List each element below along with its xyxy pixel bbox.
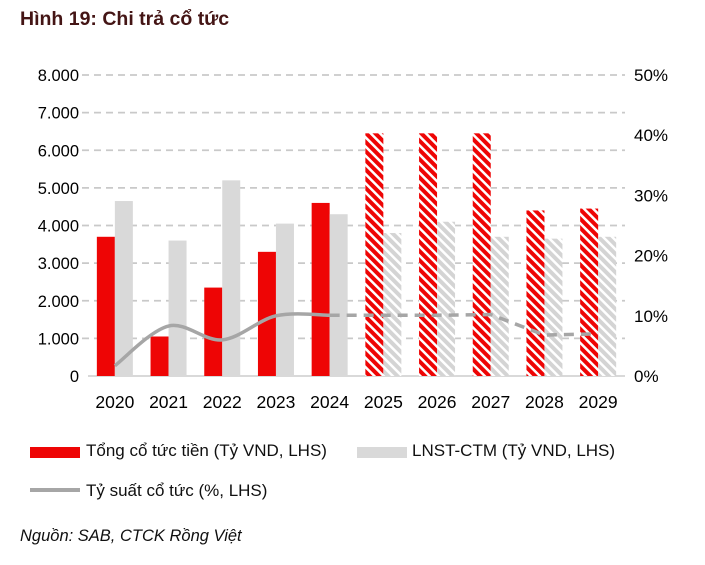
dividend-yield-line xyxy=(113,312,599,368)
lnst-ctm-bar-2024 xyxy=(329,214,348,376)
lnst-ctm-bar-2021 xyxy=(168,240,187,376)
left-axis-tick: 2.000 xyxy=(38,293,79,311)
cash-dividend-bar-2020 xyxy=(96,236,115,376)
cash-dividend-bar-2026 xyxy=(419,133,438,376)
bars xyxy=(96,133,617,376)
legend-label-lnst-ctm: LNST-CTM (Tỷ VND, LHS) xyxy=(412,441,616,460)
left-axis-tick: 6.000 xyxy=(38,142,79,160)
lnst-ctm-bar-2026 xyxy=(437,221,456,376)
right-axis-tick: 40% xyxy=(634,126,668,145)
x-axis-label: 2026 xyxy=(418,392,457,412)
legend-swatch-dividend-yield-line xyxy=(30,488,80,492)
cash-dividend-bar-2029 xyxy=(580,208,599,376)
lnst-ctm-bar-2028 xyxy=(544,238,563,376)
x-axis-label: 2020 xyxy=(95,392,134,412)
cash-dividend-bar-2023 xyxy=(257,251,276,376)
x-axis-label: 2028 xyxy=(525,392,564,412)
left-axis-tick: 3.000 xyxy=(38,255,79,273)
right-axis-tick: 50% xyxy=(634,66,668,85)
dividend-combo-chart: 8.000 7.000 6.000 5.000 4.000 3.000 2.000 1.000… xyxy=(38,66,668,412)
x-axis-label: 2029 xyxy=(579,392,618,412)
legend-label-cash-dividend: Tổng cổ tức tiền (Tỷ VND, LHS) xyxy=(86,441,327,460)
axis-labels: 8.000 7.000 6.000 5.000 4.000 3.000 2.000 1.000… xyxy=(38,66,668,412)
lnst-ctm-bar-2025 xyxy=(383,233,402,376)
right-axis-tick: 10% xyxy=(634,307,668,326)
left-axis-tick: 4.000 xyxy=(38,218,79,236)
left-axis-tick: 0 xyxy=(70,368,79,386)
lnst-ctm-bar-2020 xyxy=(114,201,133,376)
legend-swatch-lnst-ctm xyxy=(357,447,407,458)
left-axis-tick: 8.000 xyxy=(38,67,79,85)
x-axis-label: 2025 xyxy=(364,392,403,412)
right-axis-tick: 30% xyxy=(634,186,668,205)
x-axis-label: 2022 xyxy=(203,392,242,412)
yield-line-actual xyxy=(113,312,330,368)
cash-dividend-bar-2025 xyxy=(365,133,384,376)
yield-line-forecast xyxy=(329,312,599,337)
x-axis-label: 2021 xyxy=(149,392,188,412)
lnst-ctm-bar-2023 xyxy=(275,223,294,376)
figure-title: Hình 19: Chi trả cổ tức xyxy=(20,8,230,30)
cash-dividend-bar-2024 xyxy=(311,202,330,376)
cash-dividend-bar-2021 xyxy=(150,336,169,376)
source-note: Nguồn: SAB, CTCK Rồng Việt xyxy=(20,527,242,545)
x-axis-label: 2027 xyxy=(471,392,510,412)
cash-dividend-bar-2027 xyxy=(472,133,491,376)
lnst-ctm-bar-2022 xyxy=(222,180,241,376)
right-axis-tick: 0% xyxy=(634,367,659,386)
right-axis-tick: 20% xyxy=(634,247,668,266)
lnst-ctm-bar-2029 xyxy=(598,236,617,376)
x-axis-label: 2024 xyxy=(310,392,349,412)
left-axis-tick: 5.000 xyxy=(38,180,79,198)
legend-label-dividend-yield: Tỷ suất cổ tức (%, LHS) xyxy=(86,481,268,500)
cash-dividend-bar-2022 xyxy=(204,287,223,376)
legend-swatch-cash-dividend xyxy=(30,447,80,458)
left-axis-tick: 7.000 xyxy=(38,105,79,123)
left-axis-tick: 1.000 xyxy=(38,330,79,348)
cash-dividend-bar-2028 xyxy=(526,210,545,376)
x-axis-label: 2023 xyxy=(256,392,295,412)
lnst-ctm-bar-2027 xyxy=(490,236,509,376)
